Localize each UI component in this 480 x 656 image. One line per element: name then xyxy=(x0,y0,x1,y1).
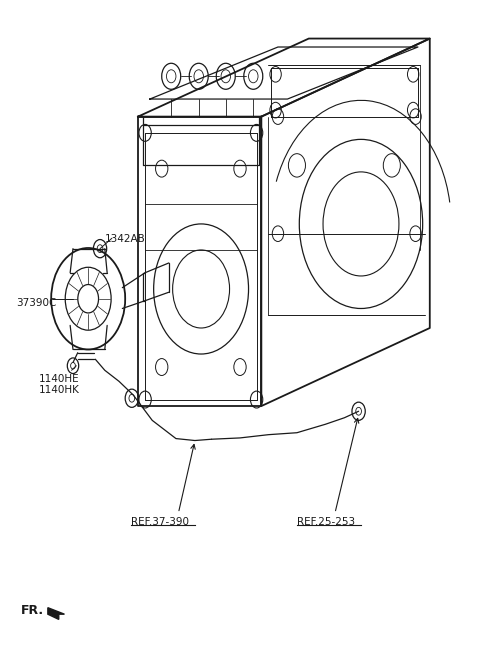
Text: REF.37-390: REF.37-390 xyxy=(131,517,189,527)
Text: 37390C: 37390C xyxy=(16,298,57,308)
Text: FR.: FR. xyxy=(21,604,44,617)
Text: 1342AB: 1342AB xyxy=(105,234,145,243)
Text: REF.25-253: REF.25-253 xyxy=(297,517,355,527)
Text: 1140HE: 1140HE xyxy=(38,373,79,384)
Polygon shape xyxy=(48,607,64,619)
Text: 1140HK: 1140HK xyxy=(38,385,79,395)
